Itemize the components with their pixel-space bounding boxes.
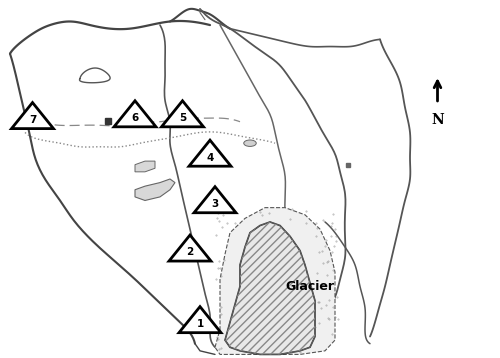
Text: 6: 6: [132, 113, 138, 123]
Polygon shape: [162, 101, 203, 127]
Polygon shape: [169, 235, 211, 261]
Text: 5: 5: [179, 113, 186, 123]
Polygon shape: [114, 101, 156, 127]
Text: 7: 7: [29, 115, 36, 125]
Polygon shape: [194, 187, 236, 213]
Text: Glacier: Glacier: [286, 280, 335, 293]
Polygon shape: [179, 306, 221, 333]
Text: 3: 3: [212, 199, 218, 209]
Polygon shape: [189, 140, 231, 166]
Polygon shape: [215, 208, 335, 354]
Text: N: N: [431, 113, 444, 127]
Text: 4: 4: [206, 153, 214, 163]
Polygon shape: [225, 222, 315, 354]
Polygon shape: [12, 102, 53, 129]
Ellipse shape: [244, 140, 256, 146]
Polygon shape: [135, 161, 155, 172]
Text: 2: 2: [186, 247, 194, 257]
Polygon shape: [135, 179, 175, 200]
Text: 1: 1: [196, 319, 203, 329]
